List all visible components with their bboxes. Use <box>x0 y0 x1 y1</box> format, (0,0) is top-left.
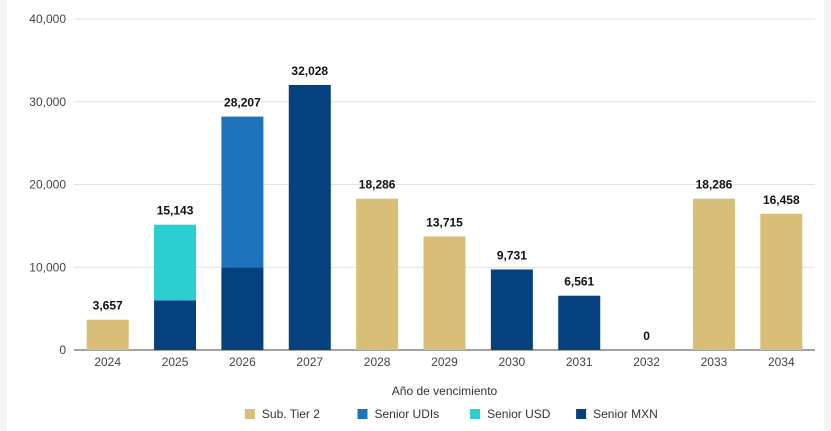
y-tick-label: 20,000 <box>29 178 66 192</box>
legend-label-sub-tier-2: Sub. Tier 2 <box>262 407 320 421</box>
legend-label-senior-usd: Senior USD <box>487 407 551 421</box>
legend-swatch-senior-udis <box>357 409 368 419</box>
bar-2025-senior-usd <box>154 224 197 301</box>
bar-2025-senior-mxn <box>154 300 197 350</box>
data-label-2034: 16,458 <box>763 193 800 207</box>
x-tick-label: 2026 <box>229 355 256 369</box>
bar-2024-sub-tier-2 <box>86 319 129 350</box>
data-label-2025: 15,143 <box>157 204 194 218</box>
data-label-2026: 28,207 <box>224 96 261 110</box>
y-tick-label: 0 <box>59 343 66 357</box>
x-tick-label: 2030 <box>499 355 526 369</box>
bar-2034-sub-tier-2 <box>760 213 803 350</box>
legend-swatch-senior-usd <box>470 409 481 419</box>
data-label-2027: 32,028 <box>291 64 328 78</box>
data-label-2029: 13,715 <box>426 216 463 230</box>
x-axis-ticks: 2024 2025 2026 2027 2028 2029 2030 2031 2032 2033… <box>94 355 795 369</box>
x-tick-label: 2027 <box>296 355 323 369</box>
legend-swatch-sub-tier-2 <box>244 409 255 419</box>
data-label-2028: 18,286 <box>359 178 396 192</box>
y-tick-label: 10,000 <box>29 260 66 274</box>
x-tick-label: 2025 <box>162 355 189 369</box>
bar-2028-sub-tier-2 <box>356 198 399 350</box>
x-tick-label: 2032 <box>633 355 660 369</box>
data-labels: 3,657 15,143 28,207 32,028 18,286 13,715 9,731… <box>93 64 800 343</box>
legend: Sub. Tier 2 Senior UDIs Senior USD Senior M… <box>244 407 658 421</box>
x-tick-label: 2031 <box>566 355 593 369</box>
legend-label-senior-mxn: Senior MXN <box>593 407 658 421</box>
x-axis-title: Año de vencimiento <box>392 384 498 398</box>
gridlines <box>74 18 815 351</box>
bar-2030-senior-mxn <box>490 269 533 350</box>
bar-2027-senior-mxn <box>288 84 331 351</box>
bar-2029-sub-tier-2 <box>423 236 466 350</box>
x-tick-label: 2028 <box>364 355 391 369</box>
x-tick-label: 2029 <box>431 355 458 369</box>
chart-card: 0 10,000 20,000 30,000 40,000 3,657 15,143 28,… <box>7 0 824 431</box>
bar-2033-sub-tier-2 <box>692 198 735 350</box>
x-tick-label: 2033 <box>701 355 728 369</box>
y-axis-ticks: 0 10,000 20,000 30,000 40,000 <box>29 12 66 357</box>
bar-2026-senior-udis <box>221 116 264 268</box>
bar-chart: 0 10,000 20,000 30,000 40,000 3,657 15,143 28,… <box>29 12 815 421</box>
x-tick-label: 2034 <box>768 355 795 369</box>
legend-swatch-senior-mxn <box>576 409 587 419</box>
bar-2026-senior-mxn <box>221 267 264 350</box>
data-label-2031: 6,561 <box>564 275 594 289</box>
y-tick-label: 30,000 <box>29 95 66 109</box>
legend-label-senior-udis: Senior UDIs <box>375 407 440 421</box>
data-label-2033: 18,286 <box>696 178 733 192</box>
data-label-2032: 0 <box>643 329 650 343</box>
y-tick-label: 40,000 <box>29 12 66 26</box>
x-tick-label: 2024 <box>94 355 121 369</box>
bars <box>86 84 803 351</box>
data-label-2030: 9,731 <box>497 248 527 262</box>
bar-2031-senior-mxn <box>558 295 601 350</box>
data-label-2024: 3,657 <box>93 299 123 313</box>
